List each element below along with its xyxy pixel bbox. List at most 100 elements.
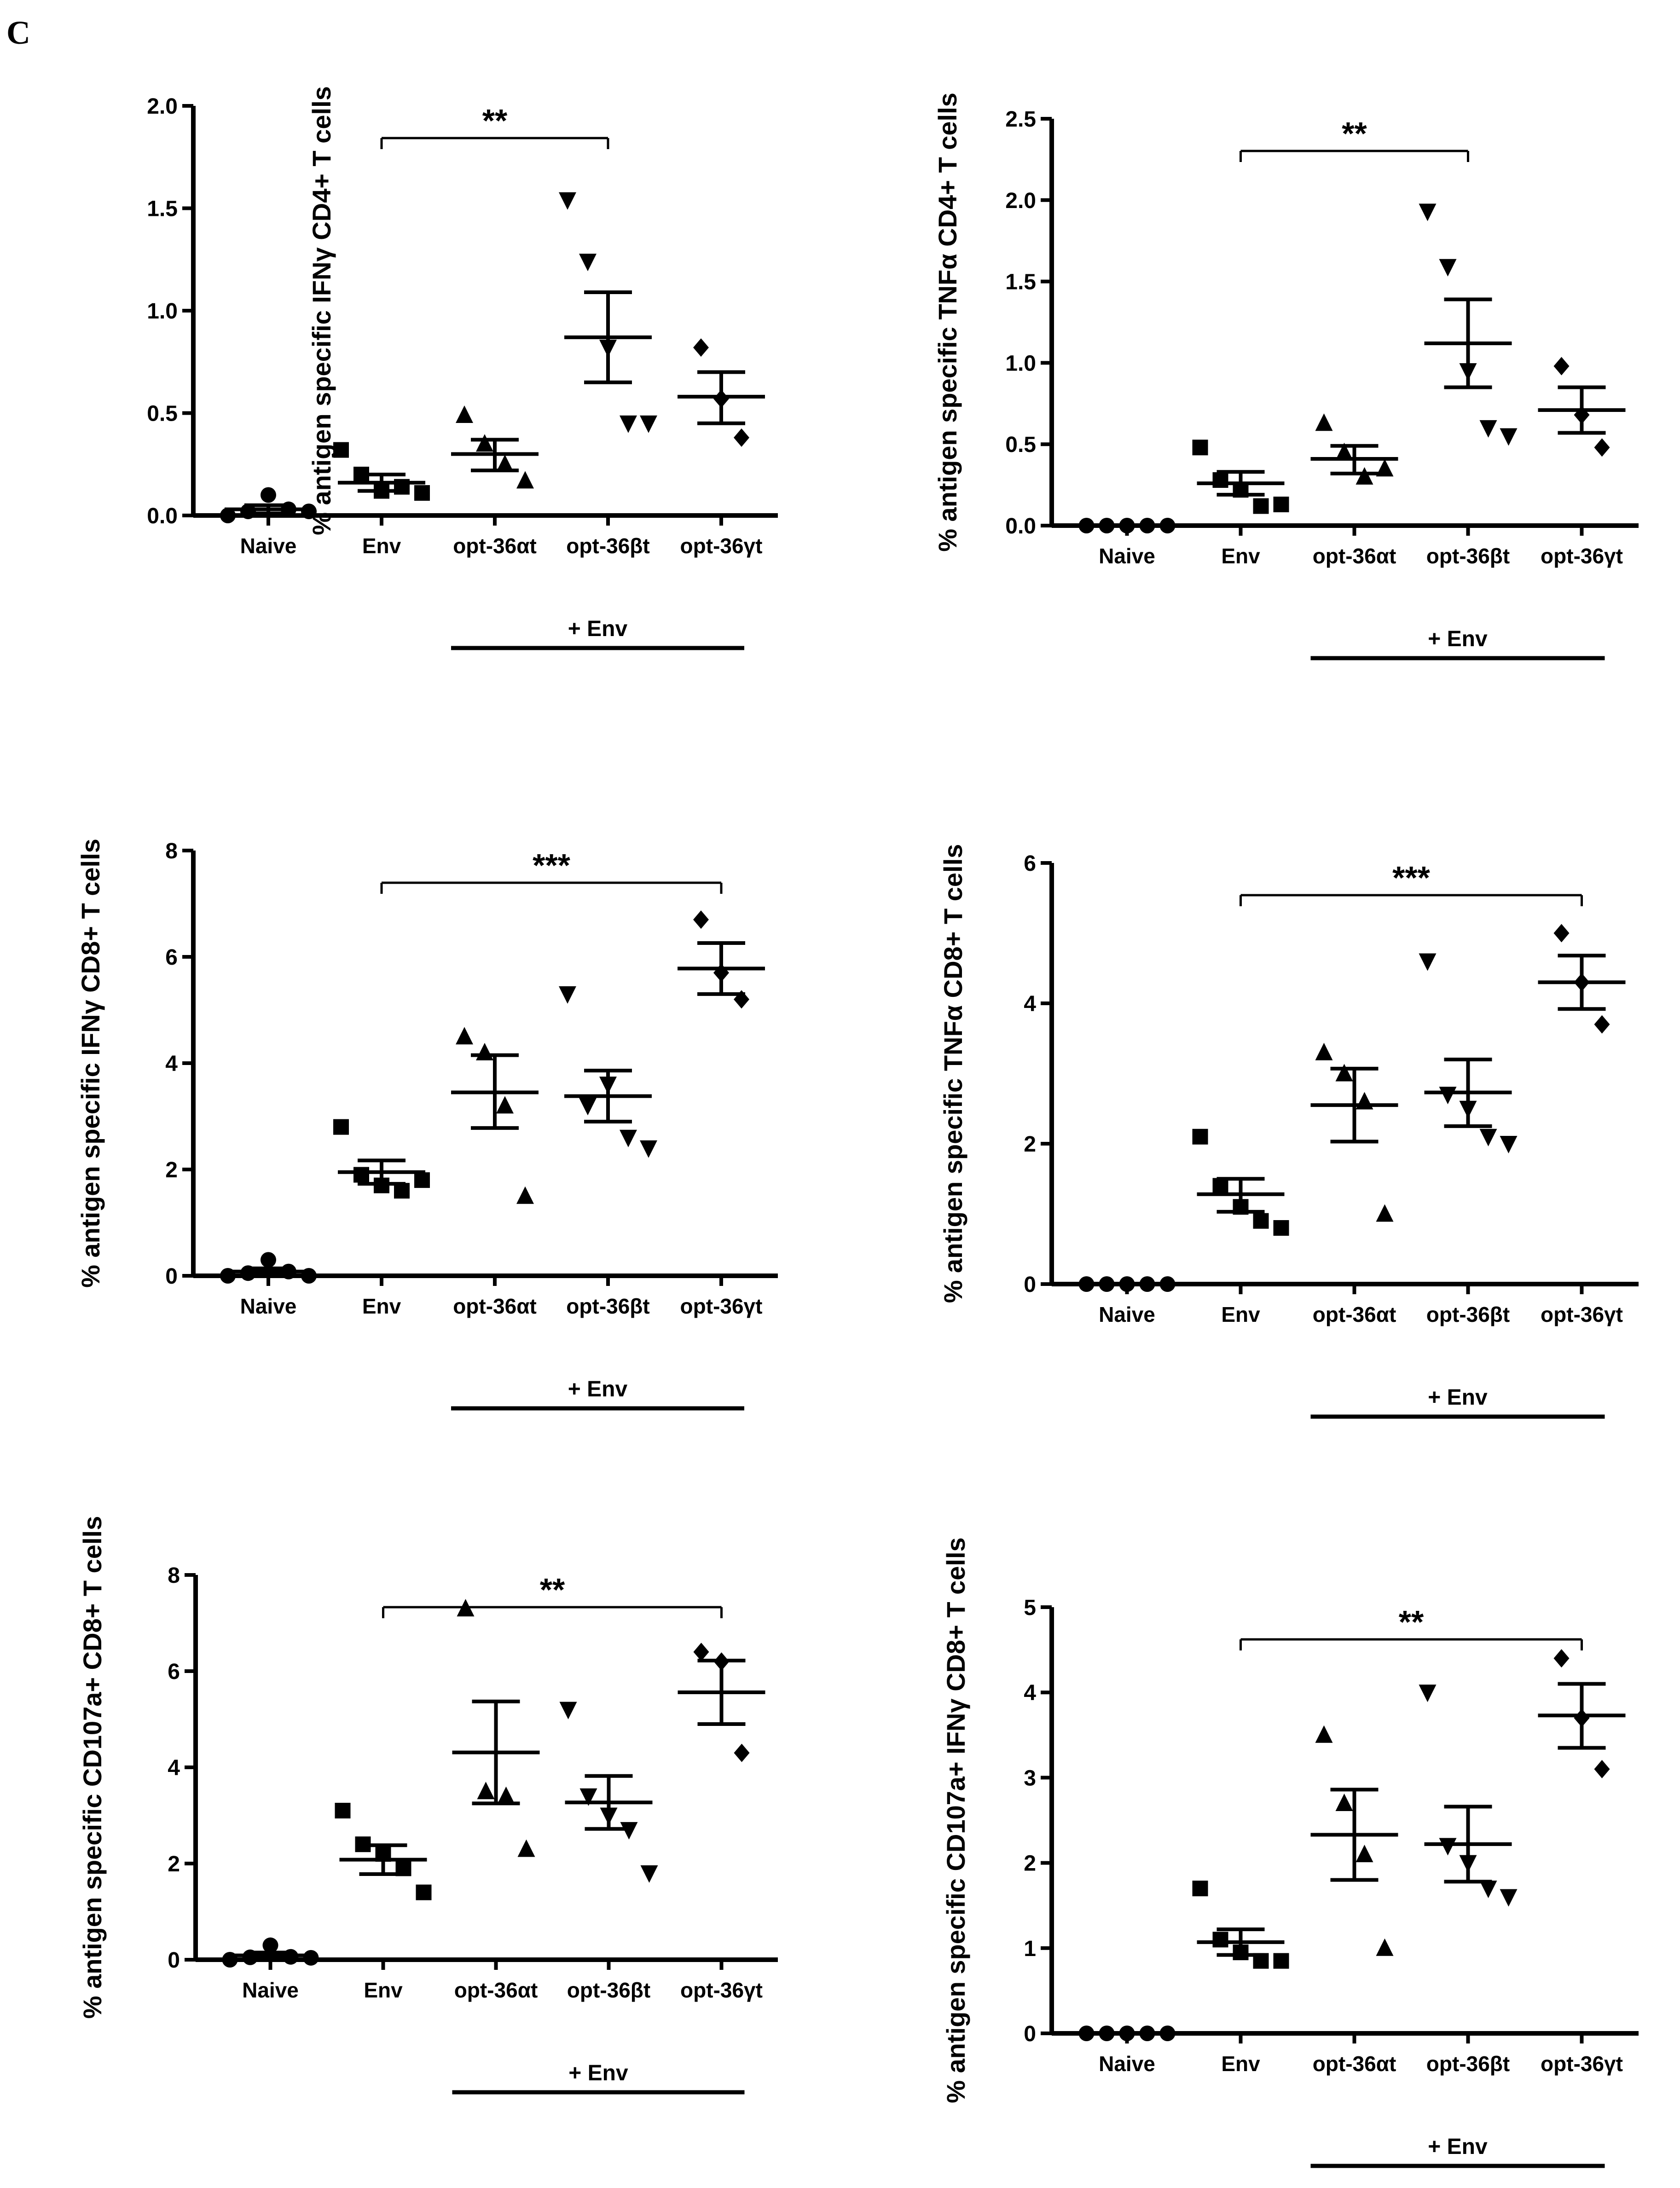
- category-label: opt-36γt: [680, 534, 763, 558]
- data-point: [1594, 1015, 1610, 1034]
- data-point: [1419, 953, 1437, 971]
- y-tick-label: 2: [168, 1852, 180, 1876]
- data-point: [1192, 1881, 1208, 1897]
- category-label: opt-36βt: [1426, 544, 1510, 568]
- data-point: [1192, 440, 1208, 456]
- data-point: [1500, 1889, 1518, 1907]
- data-point: [1315, 1042, 1333, 1060]
- data-point: [496, 454, 514, 472]
- category-label: opt-36αt: [454, 1978, 538, 2002]
- chart-top-right: 0.0 0.5 1.0 1.5 2.0 2.5 Naive Env opt-36αt opt-36…: [933, 93, 1639, 660]
- y-tick-label: 6: [165, 945, 178, 970]
- data-point: [333, 1119, 349, 1135]
- y-tick-label: 4: [168, 1756, 180, 1780]
- y-tick-label: 2.0: [147, 94, 178, 119]
- y-tick-label: 0: [165, 1264, 178, 1289]
- data-point: [477, 1782, 495, 1800]
- data-point: [579, 254, 597, 272]
- data-point: [1500, 1136, 1518, 1153]
- data-point: [303, 1950, 319, 1966]
- y-tick-label: 1: [1024, 1937, 1036, 1961]
- category-label: Env: [362, 534, 401, 558]
- y-tick-label: 4: [1024, 1681, 1036, 1705]
- data-point: [579, 1098, 597, 1116]
- data-point: [579, 1788, 597, 1806]
- category-label: opt-36γt: [680, 1294, 763, 1318]
- data-point: [497, 1786, 515, 1804]
- data-point: [640, 1865, 658, 1883]
- data-point: [1439, 259, 1457, 277]
- y-tick-label: 2: [165, 1158, 178, 1182]
- category-label: opt-36αt: [1313, 544, 1396, 568]
- data-point: [734, 428, 749, 447]
- data-point: [240, 504, 256, 520]
- data-point: [1356, 1845, 1373, 1863]
- data-point: [261, 487, 276, 503]
- data-point: [1273, 497, 1289, 513]
- data-point: [1594, 1760, 1610, 1778]
- group-label: + Env: [1428, 627, 1488, 651]
- data-point: [640, 1140, 657, 1158]
- y-tick-label: 6: [1024, 851, 1036, 876]
- data-point: [1553, 357, 1570, 376]
- data-point: [414, 1172, 430, 1188]
- category-label: Naive: [240, 1294, 297, 1318]
- category-label: Naive: [242, 1978, 299, 2002]
- data-point: [456, 1027, 473, 1045]
- significance-label: ***: [1392, 860, 1430, 896]
- category-label: Env: [1221, 2052, 1260, 2076]
- data-point: [1419, 1684, 1437, 1702]
- y-axis-title: % antigen specific CD107a+ CD8+ T cells: [78, 1516, 107, 2019]
- data-point: [1212, 472, 1228, 488]
- significance-label: ***: [533, 847, 570, 883]
- data-point: [693, 338, 709, 357]
- data-point: [1212, 1932, 1228, 1948]
- data-point: [693, 910, 709, 929]
- chart-middle-right: 0 2 4 6 Naive Env opt-36αt opt-36βt opt-36γt % an…: [938, 844, 1639, 1419]
- y-tick-label: 8: [165, 839, 178, 863]
- data-point: [1192, 1129, 1208, 1145]
- category-label: opt-36βt: [1426, 1302, 1510, 1326]
- significance-label: **: [482, 103, 508, 139]
- data-point: [559, 986, 576, 1004]
- data-point: [1253, 1213, 1269, 1229]
- data-point: [620, 1129, 637, 1147]
- data-point: [262, 1937, 278, 1953]
- data-point: [620, 1822, 638, 1840]
- data-point: [1376, 459, 1394, 477]
- data-point: [333, 442, 349, 458]
- category-label: opt-36γt: [1541, 544, 1623, 568]
- category-label: opt-36γt: [1541, 1302, 1623, 1326]
- y-tick-label: 1.0: [1005, 351, 1036, 376]
- significance-label: **: [1342, 116, 1367, 151]
- data-point: [476, 434, 493, 452]
- group-label: + Env: [1428, 2135, 1488, 2159]
- y-tick-label: 2: [1024, 1132, 1036, 1157]
- data-point: [301, 504, 317, 520]
- data-point: [1419, 203, 1437, 221]
- group-label: + Env: [568, 617, 628, 641]
- group-label: + Env: [568, 2061, 628, 2085]
- data-point: [516, 471, 534, 489]
- y-tick-label: 3: [1024, 1766, 1036, 1790]
- category-label: opt-36βt: [566, 534, 649, 558]
- category-label: Env: [1221, 544, 1260, 568]
- y-tick-label: 0.5: [1005, 433, 1036, 457]
- data-point: [1553, 1649, 1570, 1668]
- y-tick-label: 8: [168, 1563, 180, 1588]
- data-point: [1315, 413, 1333, 431]
- chart-top-left: 0.0 0.5 1.0 1.5 2.0 Naive Env opt-36αt opt-36βt o…: [147, 86, 778, 650]
- significance-label: **: [1399, 1604, 1424, 1640]
- data-point: [620, 415, 637, 433]
- data-point: [1479, 420, 1497, 438]
- y-axis-title: % antigen specific TNFα CD4+ T cells: [933, 93, 962, 552]
- y-axis-title: % antigen specific IFNγ CD8+ T cells: [76, 839, 105, 1288]
- category-label: opt-36αt: [1313, 2052, 1396, 2076]
- data-point: [1376, 1204, 1394, 1222]
- data-point: [1553, 924, 1570, 943]
- data-point: [1500, 428, 1518, 446]
- category-label: Naive: [240, 534, 297, 558]
- y-tick-label: 0: [1024, 1273, 1036, 1297]
- category-label: opt-36γt: [680, 1978, 763, 2002]
